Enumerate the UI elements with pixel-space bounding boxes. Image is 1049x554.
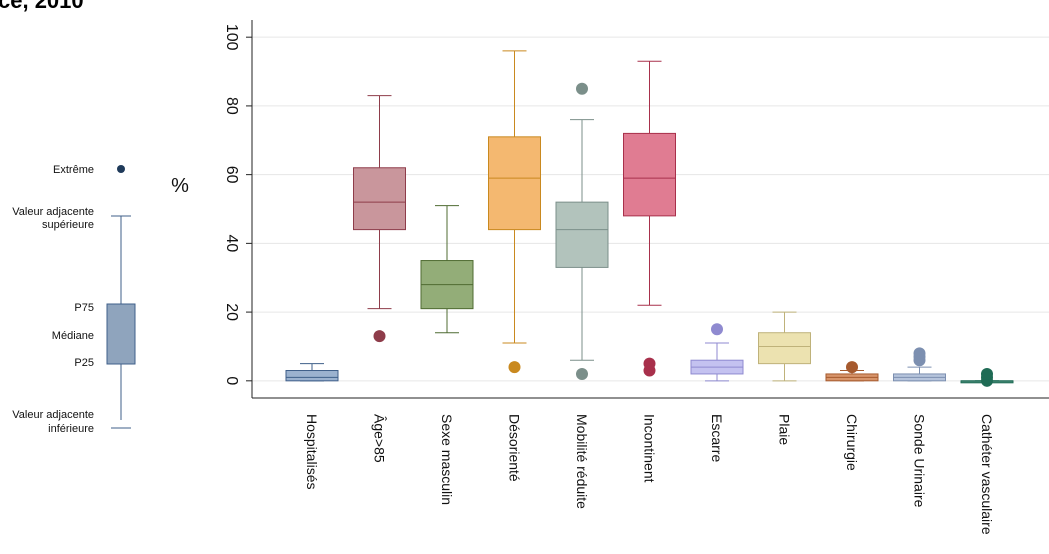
x-tick-label-3: Désorienté (507, 414, 523, 482)
x-tick-label-1: Âge>85 (372, 414, 388, 463)
legend-upper-adjacent-label-2: supérieure (42, 219, 94, 231)
outlier-6-0 (711, 323, 723, 336)
x-tick-label-5: Incontinent (642, 414, 658, 483)
x-tick-label-8: Chirurgie (844, 414, 860, 471)
box-1 (353, 167, 406, 231)
outlier-10-2 (981, 367, 993, 380)
box-7 (758, 332, 811, 365)
box-0 (285, 370, 339, 382)
y-tick-label-20: 20 (223, 303, 240, 321)
x-tick-label-4: Mobilité réduite (574, 414, 590, 509)
box-3 (488, 136, 541, 231)
outlier-4-0 (576, 367, 588, 380)
y-tick-label-40: 40 (223, 234, 240, 252)
x-tick-label-9: Sonde Urinaire (912, 414, 928, 508)
box-group-0 (285, 363, 339, 382)
legend-median-label: Médiane (51, 330, 94, 342)
box-group-10 (960, 367, 1014, 387)
outlier-5-1 (643, 357, 656, 370)
x-tick-label-10: Cathéter vasculaire (979, 414, 995, 535)
legend-p25-label: P25 (74, 357, 94, 369)
box-group-7 (758, 311, 811, 382)
outlier-9-2 (913, 347, 926, 360)
box-group-9 (893, 347, 946, 382)
legend-lower-adjacent-label-1: Valeur adjacente (12, 409, 94, 421)
header-title-fragment: ce, 2010 (0, 0, 84, 13)
box-5 (623, 132, 676, 217)
x-tick-label-0: Hospitalisés (304, 414, 320, 489)
box-group-5 (623, 60, 676, 377)
outlier-3-0 (508, 361, 521, 374)
box-group-2 (420, 205, 474, 334)
legend-upper-adjacent-label-1: Valeur adjacente (12, 206, 94, 218)
y-tick-label-100: 100 (223, 24, 240, 51)
outlier-4-1 (576, 82, 588, 95)
x-tick-label-2: Sexe masculin (439, 414, 455, 505)
box-group-6 (690, 323, 744, 382)
box-group-1 (353, 95, 406, 343)
x-tick-label-6: Escarre (709, 414, 725, 462)
box-group-4 (555, 82, 609, 380)
y-tick-label-60: 60 (223, 166, 240, 184)
legend-extreme-dot (117, 165, 125, 173)
y-tick-label-0: 0 (223, 376, 240, 385)
legend-extreme-label: Extrême (53, 164, 94, 176)
x-tick-label-7: Plaie (777, 414, 793, 445)
y-axis-label: % (171, 175, 189, 197)
box-group-3 (488, 50, 541, 374)
y-tick-label-80: 80 (223, 97, 240, 115)
box-4 (555, 201, 609, 268)
legend-p75-label: P75 (74, 302, 94, 314)
outlier-1-0 (373, 330, 386, 343)
box-group-8 (825, 361, 879, 382)
outlier-8-0 (846, 361, 858, 374)
legend-lower-adjacent-label-2: inférieure (48, 423, 94, 435)
legend-boxplot-graphic (106, 165, 136, 420)
